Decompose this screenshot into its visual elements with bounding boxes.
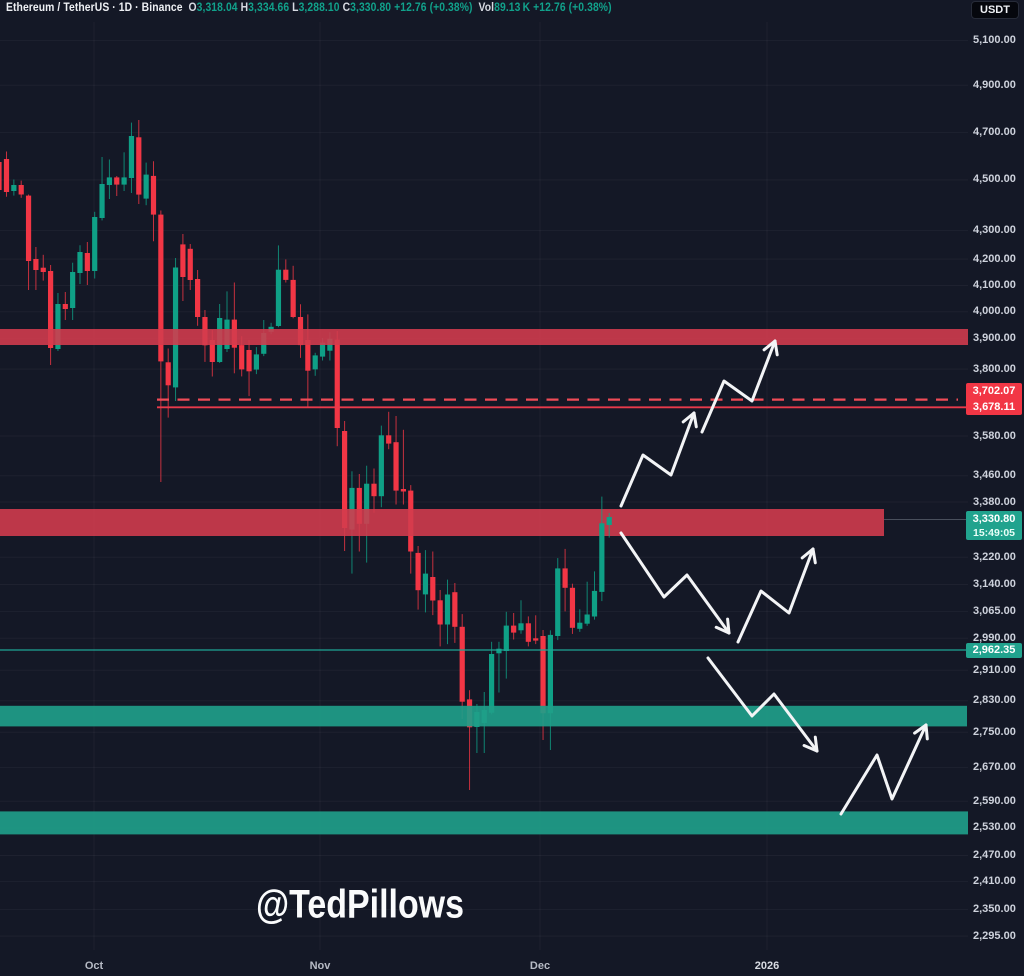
svg-text:@TedPillows: @TedPillows	[256, 883, 464, 927]
